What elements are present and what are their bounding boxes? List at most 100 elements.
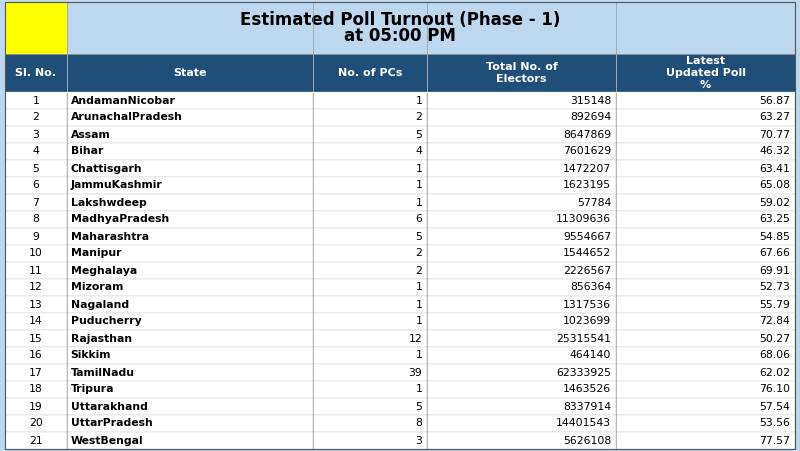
Bar bbox=[427, 194, 616, 211]
Text: 62333925: 62333925 bbox=[556, 368, 611, 377]
Bar bbox=[5, 211, 66, 228]
Bar bbox=[616, 228, 795, 245]
Bar bbox=[5, 194, 66, 211]
Text: 315148: 315148 bbox=[570, 96, 611, 106]
Bar bbox=[5, 415, 66, 432]
Bar bbox=[313, 194, 427, 211]
Bar bbox=[313, 245, 427, 262]
Bar bbox=[5, 381, 66, 398]
Text: Sl. No.: Sl. No. bbox=[15, 68, 56, 78]
Bar bbox=[616, 296, 795, 313]
Text: 70.77: 70.77 bbox=[759, 129, 790, 139]
Text: 1: 1 bbox=[415, 180, 422, 190]
Bar bbox=[616, 364, 795, 381]
Bar bbox=[5, 2, 66, 54]
Bar bbox=[313, 364, 427, 381]
Bar bbox=[5, 347, 66, 364]
Text: 3: 3 bbox=[32, 129, 39, 139]
Bar bbox=[616, 415, 795, 432]
Bar bbox=[66, 313, 313, 330]
Bar bbox=[66, 245, 313, 262]
Text: 1: 1 bbox=[415, 317, 422, 327]
Text: 1023699: 1023699 bbox=[563, 317, 611, 327]
Bar bbox=[427, 160, 616, 177]
Text: 5: 5 bbox=[415, 401, 422, 411]
Text: 1: 1 bbox=[415, 198, 422, 207]
Bar bbox=[313, 211, 427, 228]
Bar bbox=[427, 245, 616, 262]
Text: 72.84: 72.84 bbox=[759, 317, 790, 327]
Bar bbox=[427, 228, 616, 245]
Bar bbox=[5, 398, 66, 415]
Text: Bihar: Bihar bbox=[70, 147, 103, 156]
Text: 11309636: 11309636 bbox=[556, 215, 611, 225]
Bar bbox=[616, 381, 795, 398]
Bar bbox=[616, 347, 795, 364]
Bar bbox=[313, 398, 427, 415]
Text: 17: 17 bbox=[29, 368, 42, 377]
Bar bbox=[313, 228, 427, 245]
Bar bbox=[427, 330, 616, 347]
Bar bbox=[5, 296, 66, 313]
Bar bbox=[427, 364, 616, 381]
Bar bbox=[66, 92, 313, 109]
Bar bbox=[66, 296, 313, 313]
Bar bbox=[5, 109, 66, 126]
Bar bbox=[5, 92, 66, 109]
Bar bbox=[5, 2, 795, 54]
Bar bbox=[5, 160, 66, 177]
Text: Manipur: Manipur bbox=[70, 249, 121, 258]
Bar bbox=[66, 364, 313, 381]
Text: 12: 12 bbox=[409, 333, 422, 344]
Bar bbox=[5, 330, 66, 347]
Text: Lakshwdeep: Lakshwdeep bbox=[70, 198, 146, 207]
Text: 11: 11 bbox=[29, 266, 42, 276]
Bar bbox=[66, 109, 313, 126]
Bar bbox=[616, 398, 795, 415]
Text: 65.08: 65.08 bbox=[759, 180, 790, 190]
Text: 8647869: 8647869 bbox=[563, 129, 611, 139]
Text: 10: 10 bbox=[29, 249, 42, 258]
Text: 67.66: 67.66 bbox=[759, 249, 790, 258]
Bar bbox=[5, 54, 66, 92]
Bar bbox=[427, 313, 616, 330]
Bar bbox=[66, 381, 313, 398]
Bar bbox=[66, 228, 313, 245]
Bar bbox=[427, 432, 616, 449]
Bar bbox=[5, 228, 66, 245]
Text: MadhyaPradesh: MadhyaPradesh bbox=[70, 215, 169, 225]
Text: 1: 1 bbox=[415, 350, 422, 360]
Bar bbox=[66, 54, 313, 92]
Bar bbox=[313, 160, 427, 177]
Bar bbox=[313, 330, 427, 347]
Text: 1: 1 bbox=[32, 96, 39, 106]
Text: JammuKashmir: JammuKashmir bbox=[70, 180, 162, 190]
Text: 1: 1 bbox=[415, 164, 422, 174]
Bar bbox=[5, 245, 66, 262]
Bar bbox=[616, 54, 795, 92]
Text: 77.57: 77.57 bbox=[759, 436, 790, 446]
Text: 7601629: 7601629 bbox=[563, 147, 611, 156]
Bar bbox=[427, 347, 616, 364]
Bar bbox=[5, 313, 66, 330]
Text: Mizoram: Mizoram bbox=[70, 282, 123, 293]
Text: Chattisgarh: Chattisgarh bbox=[70, 164, 142, 174]
Text: 59.02: 59.02 bbox=[759, 198, 790, 207]
Text: 54.85: 54.85 bbox=[759, 231, 790, 241]
Bar bbox=[66, 279, 313, 296]
Bar bbox=[5, 432, 66, 449]
Bar bbox=[616, 279, 795, 296]
Bar bbox=[313, 262, 427, 279]
Bar bbox=[427, 415, 616, 432]
Bar bbox=[616, 245, 795, 262]
Text: 6: 6 bbox=[32, 180, 39, 190]
Text: Latest
Updated Poll
%: Latest Updated Poll % bbox=[666, 55, 746, 90]
Bar bbox=[427, 279, 616, 296]
Bar bbox=[427, 177, 616, 194]
Text: 6: 6 bbox=[415, 215, 422, 225]
Bar bbox=[313, 109, 427, 126]
Bar bbox=[66, 432, 313, 449]
Text: 39: 39 bbox=[409, 368, 422, 377]
Text: 16: 16 bbox=[29, 350, 42, 360]
Text: Puducherry: Puducherry bbox=[70, 317, 142, 327]
